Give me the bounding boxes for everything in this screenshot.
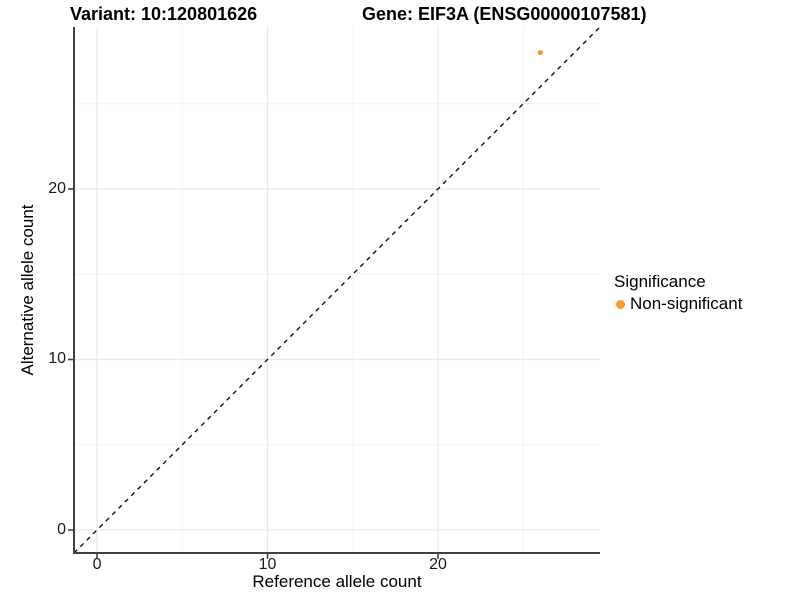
identity-dashed-line (74, 27, 600, 553)
legend: Significance Non-significant (614, 272, 742, 314)
y-axis-title: Alternative allele count (18, 204, 38, 375)
legend-entry-label: Non-significant (630, 294, 742, 314)
legend-point-icon (616, 300, 625, 309)
data-point (538, 50, 543, 55)
legend-title: Significance (614, 272, 742, 292)
legend-entry: Non-significant (614, 294, 742, 314)
y-tick-label: 20 (26, 180, 66, 198)
x-axis-title: Reference allele count (74, 572, 600, 592)
y-tick-label: 0 (26, 521, 66, 539)
legend-entries: Non-significant (614, 294, 742, 314)
scatter-plot-figure: Variant: 10:120801626 Gene: EIF3A (ENSG0… (0, 0, 800, 600)
